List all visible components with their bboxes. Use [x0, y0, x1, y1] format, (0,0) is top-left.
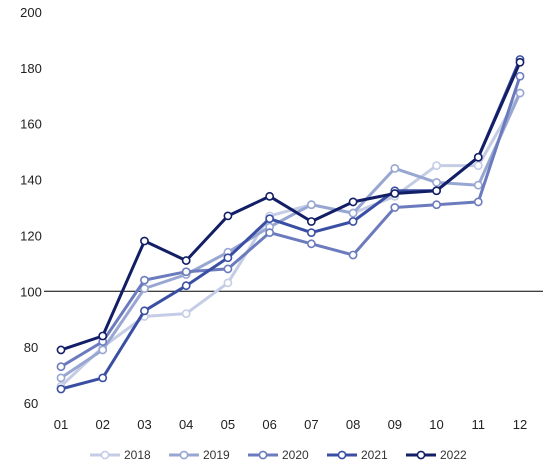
y-tick-label-140: 140: [20, 173, 42, 188]
data-point-2018-10: [432, 161, 441, 171]
data-point-2022-04: [181, 256, 191, 265]
data-point-2018-11: [473, 161, 483, 171]
data-point-2022-11: [473, 152, 483, 162]
data-point-2019-07: [306, 200, 316, 210]
data-point-2022-12: [515, 57, 525, 67]
data-point-2019-08: [348, 208, 358, 218]
legend: 2018 2019 2020 2021 2022: [90, 448, 467, 462]
legend-label-2020: 2020: [282, 448, 309, 462]
data-point-2021-07: [306, 228, 316, 238]
y-tick-label-160: 160: [20, 117, 42, 132]
data-point-2021-05: [223, 253, 233, 263]
data-point-2020-07: [306, 239, 316, 249]
data-point-2021-06: [265, 214, 275, 224]
series-layer: [56, 55, 525, 394]
data-point-2019-12: [515, 88, 525, 98]
data-point-2021-08: [348, 217, 358, 226]
legend-swatch-marker-2018: [100, 450, 110, 460]
data-point-2022-08: [348, 197, 358, 207]
legend-item-2021: 2021: [327, 448, 388, 462]
data-point-2021-01: [56, 384, 66, 394]
legend-swatch-marker-2020: [258, 450, 268, 460]
legend-swatch-marker-2022: [416, 450, 426, 460]
series-line-2022: [59, 60, 522, 352]
y-tick-label-200: 200: [20, 5, 42, 20]
data-point-2021-03: [140, 306, 149, 316]
series-line-2019: [59, 91, 522, 380]
data-point-2022-02: [98, 331, 108, 341]
legend-item-2018: 2018: [90, 448, 151, 462]
x-tick-label-05: 05: [221, 417, 235, 432]
data-point-2019-03: [140, 284, 149, 293]
x-tick-label-12: 12: [513, 417, 527, 432]
data-point-2020-11: [473, 197, 483, 207]
legend-item-2019: 2019: [169, 448, 230, 462]
data-point-2020-04: [181, 267, 191, 277]
y-tick-label-60: 60: [24, 396, 38, 411]
x-tick-label-09: 09: [388, 417, 402, 432]
data-point-2021-04: [181, 281, 191, 291]
y-tick-label-180: 180: [20, 61, 42, 76]
y-tick-label-120: 120: [20, 228, 42, 243]
legend-label-2019: 2019: [203, 448, 230, 462]
x-axis-labels: 01 02 03 04 05 06 07 08 09 10 11 12: [54, 417, 527, 432]
series-line-2020: [59, 74, 522, 369]
data-point-2018-04: [181, 309, 191, 319]
data-point-2020-01: [56, 362, 66, 372]
data-point-2019-01: [56, 373, 66, 383]
y-tick-label-80: 80: [24, 340, 38, 355]
data-point-2019-11: [473, 180, 483, 190]
legend-label-2022: 2022: [440, 448, 467, 462]
data-point-2019-02: [98, 345, 108, 355]
legend-label-2018: 2018: [124, 448, 151, 462]
data-point-2020-05: [223, 264, 233, 274]
x-tick-label-01: 01: [54, 417, 68, 432]
x-tick-label-08: 08: [346, 417, 360, 432]
series-2020: [56, 71, 525, 372]
legend-label-2021: 2021: [361, 448, 388, 462]
x-tick-label-04: 04: [179, 417, 193, 432]
data-point-2020-03: [140, 275, 149, 285]
series-2022: [56, 57, 525, 355]
data-point-2022-03: [140, 236, 149, 246]
data-point-2022-07: [306, 217, 316, 226]
y-axis-labels: 60 80 100 120 140 160 180 200: [20, 5, 42, 411]
series-2021: [56, 55, 525, 394]
data-point-2022-01: [56, 345, 66, 355]
data-point-2021-02: [98, 373, 108, 383]
data-point-2022-10: [432, 186, 441, 196]
data-point-2020-09: [390, 203, 400, 212]
data-point-2020-08: [348, 250, 358, 260]
legend-swatch-marker-2019: [179, 450, 189, 460]
data-point-2019-09: [390, 163, 400, 173]
data-point-2020-10: [432, 200, 441, 210]
legend-item-2020: 2020: [248, 448, 309, 462]
data-point-2022-05: [223, 211, 233, 221]
legend-swatch-marker-2021: [337, 450, 347, 460]
series-line-2021: [59, 58, 522, 391]
data-point-2019-10: [432, 177, 441, 187]
data-point-2022-09: [390, 189, 400, 198]
x-tick-label-07: 07: [304, 417, 318, 432]
data-point-2020-06: [265, 228, 275, 238]
x-tick-label-06: 06: [262, 417, 276, 432]
x-tick-label-02: 02: [95, 417, 109, 432]
data-point-2022-06: [265, 191, 275, 201]
x-tick-label-03: 03: [137, 417, 151, 432]
x-tick-label-11: 11: [472, 417, 486, 432]
legend-item-2022: 2022: [406, 448, 467, 462]
x-tick-label-10: 10: [429, 417, 443, 432]
data-point-2018-05: [223, 278, 233, 288]
y-tick-label-100: 100: [20, 284, 42, 299]
data-point-2020-12: [515, 71, 525, 81]
